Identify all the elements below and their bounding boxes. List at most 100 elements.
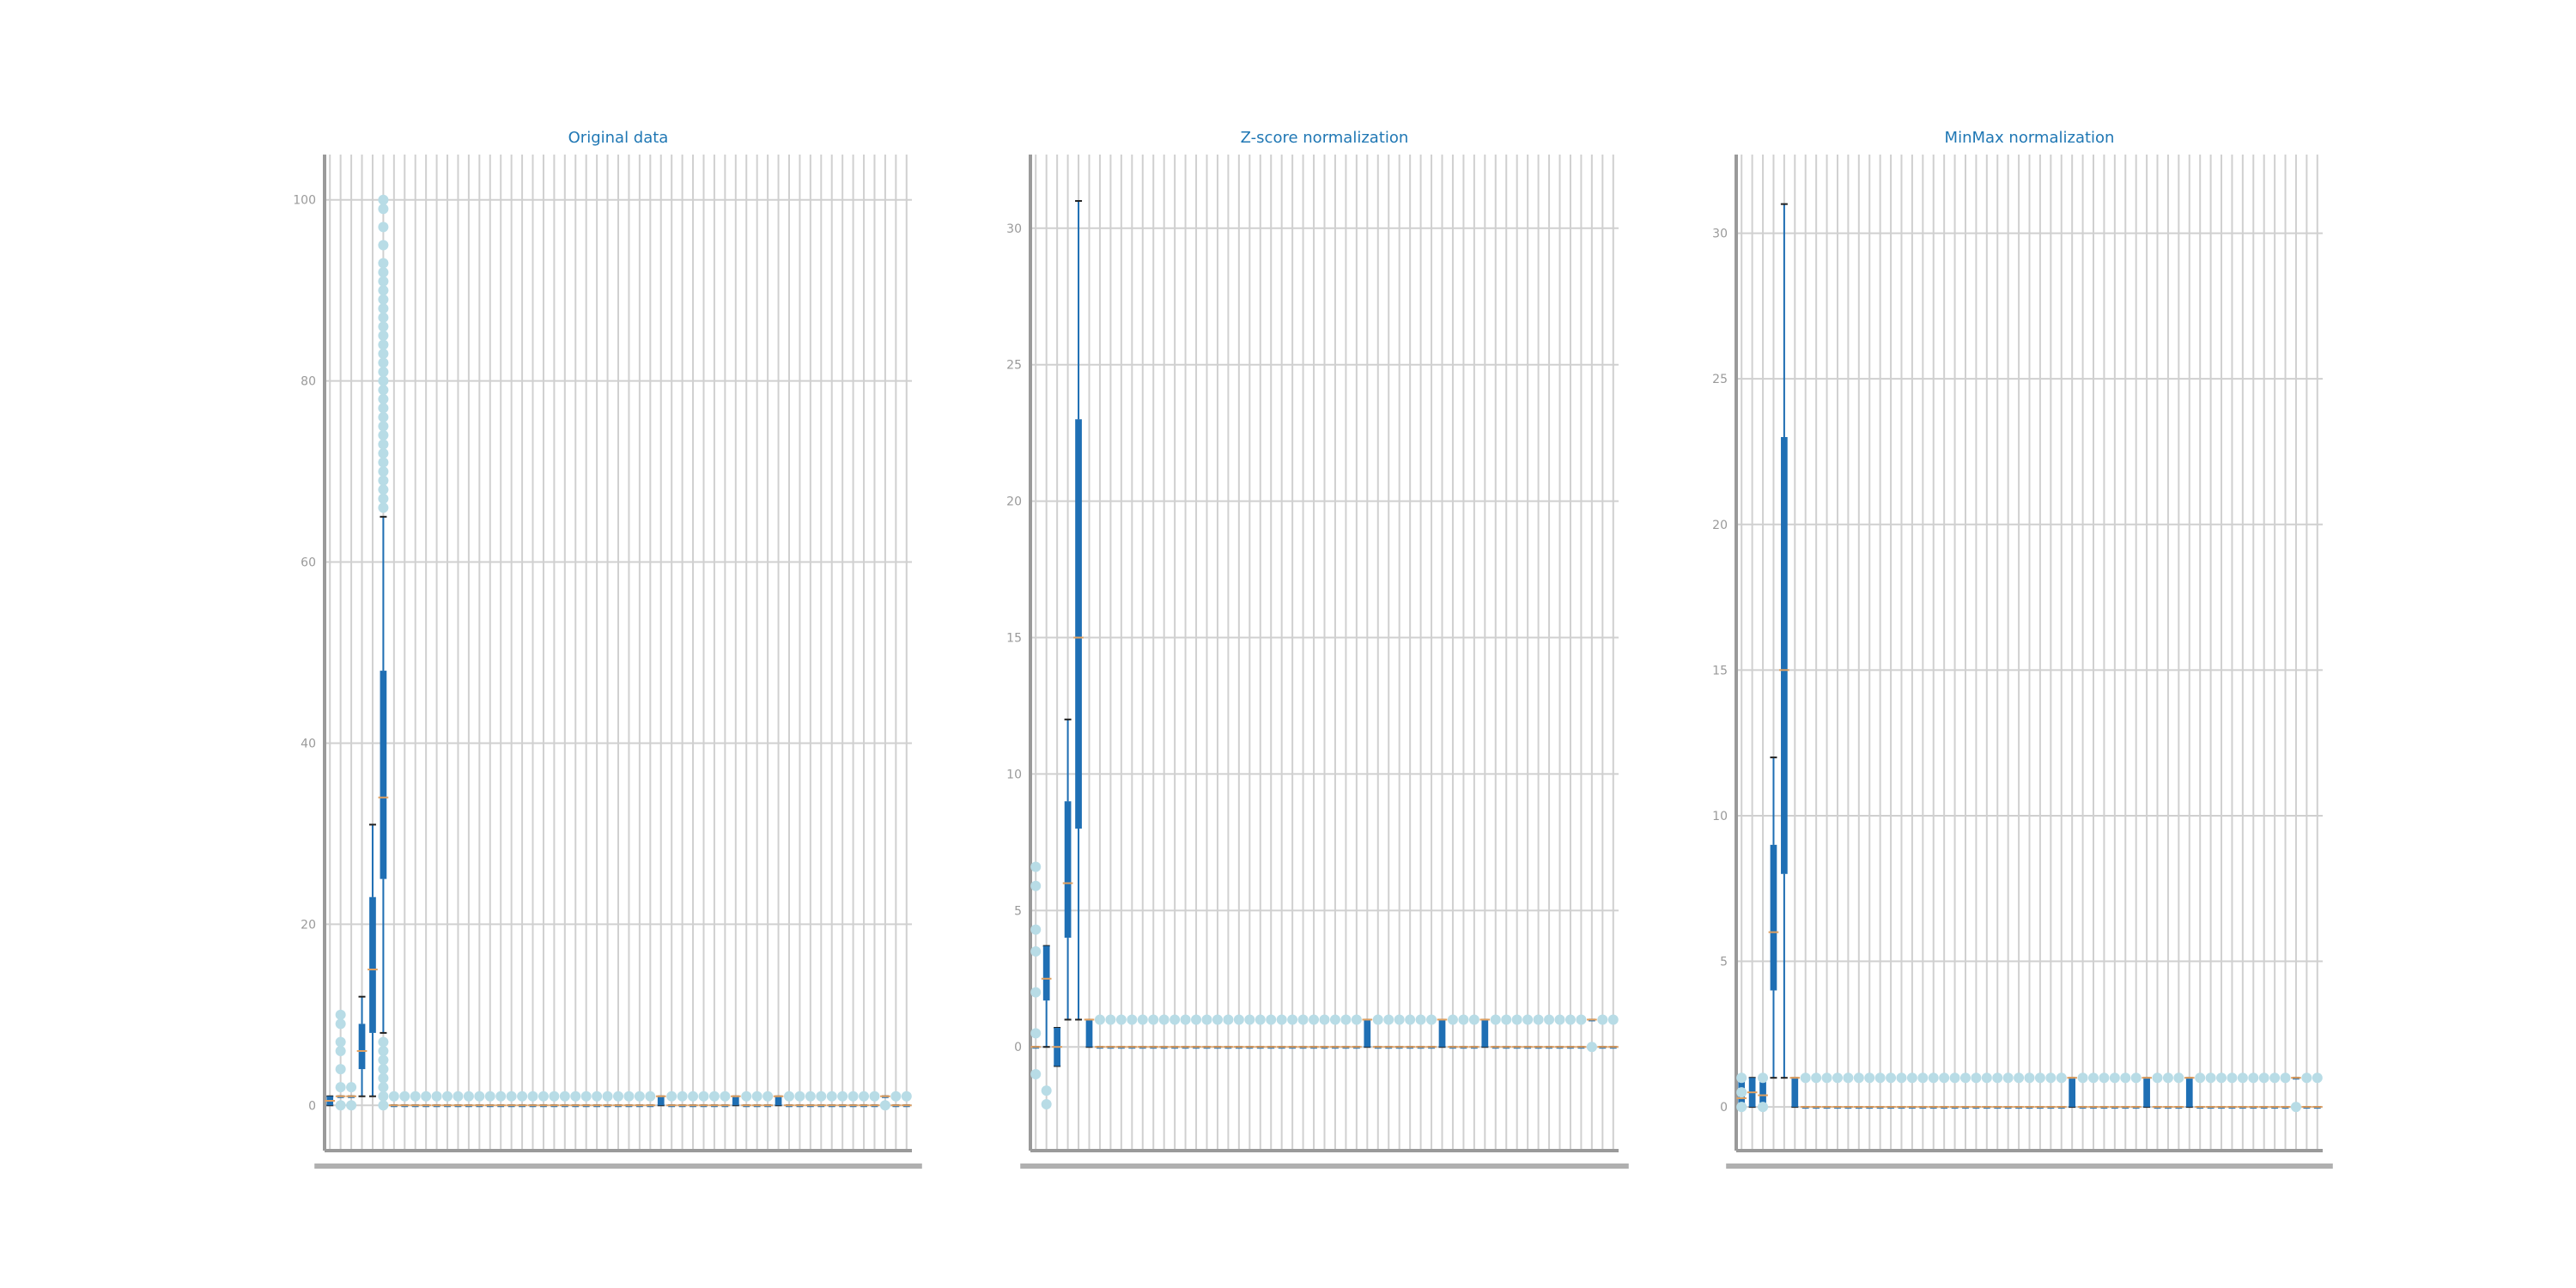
outlier-point [1949, 1072, 1960, 1084]
outlier-point [527, 1091, 538, 1102]
outlier-point [1115, 1014, 1127, 1025]
outlier-point [1533, 1014, 1544, 1025]
outlier-point [2173, 1072, 2184, 1084]
outlier-point [1309, 1014, 1320, 1025]
chart-panel-1: Original data 0 20 40 60 80 100 [293, 129, 922, 1169]
outlier-point [378, 1082, 389, 1093]
outlier-point [1576, 1014, 1587, 1025]
outlier-point [2014, 1072, 2025, 1084]
outlier-point [741, 1091, 752, 1102]
outlier-point [378, 493, 389, 504]
box [1085, 1019, 1093, 1048]
outlier-point [474, 1091, 485, 1102]
y-tick-label: 25 [1712, 373, 1728, 386]
box [1770, 844, 1777, 991]
outlier-point [2290, 1102, 2301, 1113]
outlier-point [378, 222, 389, 233]
outlier-point [1490, 1014, 1501, 1025]
outlier-point [1383, 1014, 1394, 1025]
outlier-point [378, 421, 389, 432]
outlier-point [1394, 1014, 1405, 1025]
outlier-point [378, 285, 389, 296]
outlier-point [1340, 1014, 1352, 1025]
outlier-point [2152, 1072, 2163, 1084]
y-tick-label: 30 [1712, 228, 1728, 241]
outlier-point [1843, 1072, 1854, 1084]
outlier-point [431, 1091, 442, 1102]
y-tick-label: 30 [1006, 222, 1022, 236]
outlier-point [378, 403, 389, 414]
outlier-point [2312, 1072, 2323, 1084]
box [358, 1024, 366, 1070]
outlier-point [1896, 1072, 1907, 1084]
outlier-point [378, 276, 389, 287]
outlier-point [592, 1091, 603, 1102]
outlier-point [335, 1064, 346, 1075]
outlier-point [901, 1091, 912, 1102]
box [1481, 1019, 1489, 1048]
y-tick-label: 5 [1720, 956, 1728, 969]
outlier-point [378, 385, 389, 396]
outlier-point [1981, 1072, 1992, 1084]
outlier-point [378, 457, 389, 468]
outlier-point [879, 1100, 890, 1111]
outlier-point [378, 339, 389, 350]
outlier-point [1607, 1014, 1619, 1025]
y-tick-label: 60 [301, 556, 316, 570]
outlier-point [2162, 1072, 2173, 1084]
box [732, 1096, 739, 1106]
outlier-point [378, 1072, 389, 1084]
outlier-point [2034, 1072, 2045, 1084]
outlier-point [335, 1036, 346, 1048]
outlier-point [346, 1100, 357, 1111]
outlier-point [666, 1091, 677, 1102]
outlier-point [1426, 1014, 1437, 1025]
outlier-point [708, 1091, 720, 1102]
outlier-point [869, 1091, 880, 1102]
outlier-point [378, 393, 389, 404]
outlier-point [2205, 1072, 2216, 1084]
y-tick-label: 100 [293, 194, 316, 208]
outlier-point [794, 1091, 805, 1102]
box [1759, 1078, 1766, 1108]
outlier-point [335, 1009, 346, 1020]
outlier-point [378, 429, 389, 440]
outlier-point [1864, 1072, 1875, 1084]
outlier-point [378, 1100, 389, 1111]
chart-panel-2: Z-score normalization 0 5 10 15 20 25 30 [1006, 129, 1629, 1169]
outlier-point [463, 1091, 474, 1102]
outlier-point [517, 1091, 528, 1102]
outlier-point [1266, 1014, 1277, 1025]
outlier-point [335, 1100, 346, 1111]
outlier-point [1501, 1014, 1512, 1025]
outlier-point [1511, 1014, 1522, 1025]
outlier-point [1939, 1072, 1950, 1084]
outlier-point [848, 1091, 859, 1102]
outlier-point [698, 1091, 709, 1102]
outlier-point [2280, 1072, 2291, 1084]
outlier-point [762, 1091, 774, 1102]
outlier-point [1917, 1072, 1929, 1084]
y-tick-label: 20 [1006, 495, 1022, 509]
outlier-point [549, 1091, 560, 1102]
outlier-point [399, 1091, 410, 1102]
y-tick-label: 20 [301, 918, 316, 932]
outlier-point [2088, 1072, 2099, 1084]
outlier-point [1522, 1014, 1534, 1025]
outlier-point [1030, 987, 1042, 998]
outlier-point [442, 1091, 453, 1102]
outlier-point [1255, 1014, 1266, 1025]
outlier-point [1030, 861, 1042, 872]
outlier-point [1447, 1014, 1458, 1025]
outlier-point [378, 367, 389, 378]
outlier-point [2195, 1072, 2206, 1084]
outlier-point [1030, 924, 1042, 935]
outlier-point [570, 1091, 581, 1102]
outlier-point [1886, 1072, 1897, 1084]
outlier-point [378, 1036, 389, 1048]
box [369, 896, 376, 1033]
y-tick-label: 15 [1006, 632, 1022, 646]
outlier-point [1351, 1014, 1362, 1025]
outlier-point [2301, 1072, 2312, 1084]
outlier-point [645, 1091, 656, 1102]
